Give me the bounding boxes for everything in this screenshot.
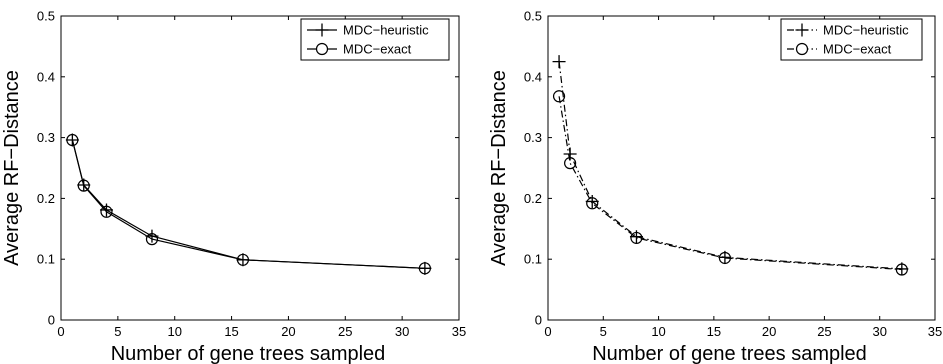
series-0-point-2 xyxy=(585,194,599,208)
series-1-point-4 xyxy=(718,251,732,265)
series-1-point-0 xyxy=(552,90,566,103)
series-1-point-4 xyxy=(236,253,250,266)
x-tick-label: 5 xyxy=(600,324,607,339)
x-tick-label: 15 xyxy=(707,324,721,339)
legend-label-1: MDC−exact xyxy=(343,42,412,57)
y-tick-label: 0.5 xyxy=(524,9,542,24)
series-1-group xyxy=(66,133,431,275)
y-tick-label: 0.2 xyxy=(524,191,542,206)
legend-marker-0 xyxy=(795,23,809,37)
series-1-line xyxy=(71,139,425,269)
line-chart-right: 0 5 10 15 20 25 30 35 0 0.1 0.2 0.3 0.4 0.5 Number of … xyxy=(488,9,942,364)
series-0-group xyxy=(552,55,909,276)
series-0-point-1 xyxy=(563,147,577,161)
x-tick-label: 30 xyxy=(872,324,886,339)
legend: MDC−heuristic MDC−exact xyxy=(300,18,450,61)
series-1-line xyxy=(558,96,902,271)
series-1-point-5 xyxy=(895,263,908,276)
series-0-group xyxy=(65,133,432,275)
x-tick-label: 5 xyxy=(114,324,121,339)
series-0-line xyxy=(558,61,902,270)
x-tick-label: 0 xyxy=(57,324,64,339)
y-tick-label: 0.5 xyxy=(37,9,55,24)
axes-frame xyxy=(547,15,936,321)
series-1-point-2 xyxy=(586,197,599,210)
legend-marker-1 xyxy=(795,42,809,56)
y-tick-label: 0.3 xyxy=(37,130,55,145)
legend: MDC−heuristic MDC−exact xyxy=(780,18,923,61)
y-tick-label: 0.3 xyxy=(524,130,542,145)
x-tick-label: 15 xyxy=(224,324,238,339)
x-tick-label: 25 xyxy=(338,324,352,339)
series-1-point-0 xyxy=(66,133,79,147)
x-axis-title: Number of gene trees sampled xyxy=(111,343,386,364)
series-0-point-2 xyxy=(99,203,113,217)
x-tick-label: 10 xyxy=(651,324,665,339)
series-0-point-0 xyxy=(552,55,566,69)
legend-label-0: MDC−heuristic xyxy=(343,23,429,38)
y-axis-title: Average RF−Distance xyxy=(488,70,510,266)
series-1-point-5 xyxy=(418,262,431,275)
legend-marker-1 xyxy=(315,42,329,56)
x-tick-label: 20 xyxy=(281,324,295,339)
y-tick-label: 0.1 xyxy=(37,252,55,267)
y-tick-label: 0 xyxy=(48,313,55,328)
axes-frame xyxy=(60,15,460,321)
y-tick-label: 0.2 xyxy=(37,191,55,206)
series-1-point-1 xyxy=(77,179,90,192)
y-tick-label: 0 xyxy=(535,313,542,328)
x-tick-label: 25 xyxy=(817,324,831,339)
legend-label-1: MDC−exact xyxy=(823,42,892,57)
series-0-line xyxy=(71,139,425,269)
chart-panel-left: 0 5 10 15 20 25 30 35 0 0.1 0.2 0.3 0.4 0.5 Number of … xyxy=(0,0,471,364)
y-tick-label: 0.4 xyxy=(524,69,542,84)
x-tick-label: 35 xyxy=(928,324,942,339)
chart-panel-right: 0 5 10 15 20 25 30 35 0 0.1 0.2 0.3 0.4 0.5 Number of … xyxy=(471,0,942,364)
y-axis-title: Average RF−Distance xyxy=(1,70,23,266)
x-axis-title: Number of gene trees sampled xyxy=(592,343,867,364)
x-tick-label: 35 xyxy=(452,324,466,339)
legend-marker-0 xyxy=(315,23,329,37)
series-1-point-2 xyxy=(100,205,113,218)
y-tick-label: 0.1 xyxy=(524,252,542,267)
legend-label-0: MDC−heuristic xyxy=(823,23,909,38)
y-tick-label: 0.4 xyxy=(37,69,55,84)
series-1-group xyxy=(552,90,908,276)
series-1-point-3 xyxy=(630,231,643,245)
x-tick-label: 10 xyxy=(167,324,181,339)
x-tick-label: 0 xyxy=(544,324,551,339)
line-chart-left: 0 5 10 15 20 25 30 35 0 0.1 0.2 0.3 0.4 0.5 Number of … xyxy=(1,9,466,364)
x-tick-label: 20 xyxy=(762,324,776,339)
series-1-point-1 xyxy=(564,157,577,170)
x-tick-label: 30 xyxy=(395,324,409,339)
series-1-point-3 xyxy=(145,233,159,246)
